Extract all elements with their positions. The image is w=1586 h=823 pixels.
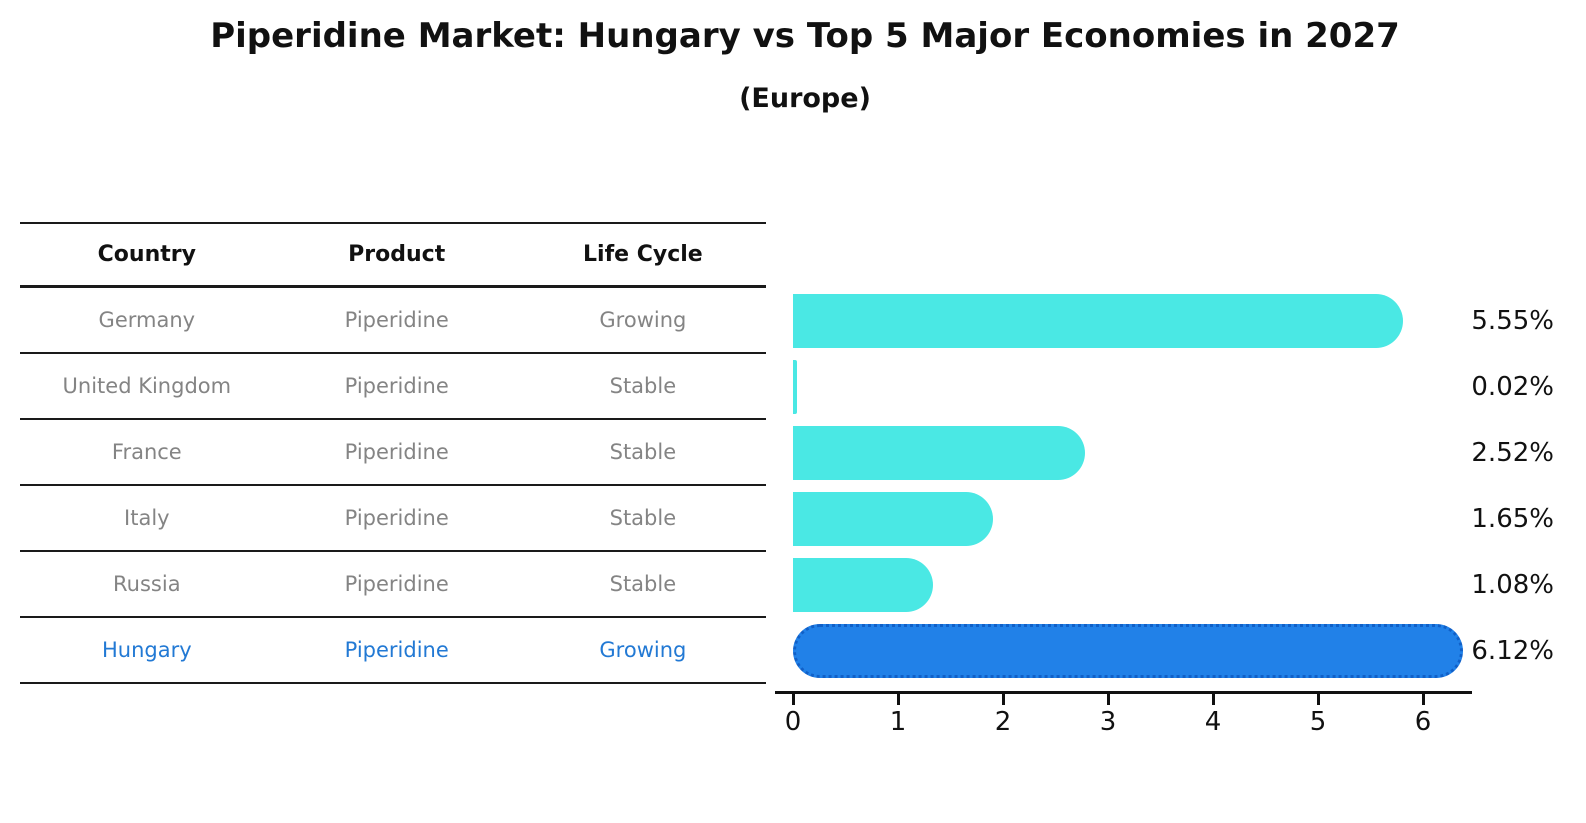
bar-germany	[793, 294, 1403, 348]
bar-row	[793, 486, 1493, 552]
cell-lifecycle: Stable	[609, 506, 677, 530]
bar-row	[793, 420, 1493, 486]
table-row: United Kingdom Piperidine Stable	[20, 354, 766, 420]
table-header-row: Country Product Life Cycle	[20, 222, 766, 288]
cell-product: Piperidine	[344, 440, 449, 464]
x-tick	[1421, 694, 1425, 705]
cell-country: United Kingdom	[62, 374, 232, 398]
cell-product: Piperidine	[344, 638, 449, 662]
header-cell-country: Country	[97, 242, 196, 267]
cell-lifecycle: Stable	[609, 374, 677, 398]
x-tick	[1316, 694, 1320, 705]
header-cell-lifecycle: Life Cycle	[583, 242, 703, 267]
x-tick-label: 0	[784, 707, 802, 737]
cell-country: Hungary	[101, 638, 192, 662]
x-tick-label: 5	[1309, 707, 1327, 737]
cell-country: Russia	[113, 572, 181, 596]
table-row: Russia Piperidine Stable	[20, 552, 766, 618]
cell-product: Piperidine	[344, 572, 449, 596]
bar-chart	[793, 288, 1493, 684]
cell-product: Piperidine	[344, 506, 449, 530]
x-tick-label: 4	[1204, 707, 1222, 737]
x-tick	[896, 694, 900, 705]
x-tick-label: 2	[994, 707, 1012, 737]
bar-united-kingdom	[793, 360, 797, 414]
x-tick	[1211, 694, 1215, 705]
header-cell-product: Product	[348, 242, 446, 267]
x-tick	[791, 694, 795, 705]
table-row: Germany Piperidine Growing	[20, 288, 766, 354]
bar-value-labels: 5.55% 0.02% 2.52% 1.65% 1.08% 6.12%	[1448, 288, 1554, 684]
cell-lifecycle: Stable	[609, 572, 677, 596]
bar-row	[793, 552, 1493, 618]
bar-hungary	[793, 624, 1463, 678]
bar-value-label: 1.08%	[1471, 570, 1554, 600]
cell-country: Germany	[98, 308, 196, 332]
bar-row	[793, 354, 1493, 420]
table-row: France Piperidine Stable	[20, 420, 766, 486]
cell-product: Piperidine	[344, 308, 449, 332]
bar-row	[793, 618, 1493, 684]
x-tick-label: 6	[1414, 707, 1432, 737]
table-row: Hungary Piperidine Growing	[20, 618, 766, 684]
bar-value-label: 2.52%	[1471, 438, 1554, 468]
cell-country: France	[111, 440, 182, 464]
table-body: Germany Piperidine Growing United Kingdo…	[20, 288, 766, 684]
x-tick	[1001, 694, 1005, 705]
bar-row	[793, 288, 1493, 354]
cell-product: Piperidine	[344, 374, 449, 398]
page-title: Piperidine Market: Hungary vs Top 5 Majo…	[210, 16, 1400, 56]
table-row: Italy Piperidine Stable	[20, 486, 766, 552]
cell-country: Italy	[124, 506, 170, 530]
cell-lifecycle: Growing	[599, 638, 687, 662]
x-tick-label: 3	[1099, 707, 1117, 737]
bar-value-label: 1.65%	[1471, 504, 1554, 534]
cell-lifecycle: Growing	[599, 308, 687, 332]
bar-france	[793, 426, 1085, 480]
bar-russia	[793, 558, 934, 612]
cell-lifecycle: Stable	[609, 440, 677, 464]
bar-value-label: 0.02%	[1471, 372, 1554, 402]
bar-value-label: 6.12%	[1471, 636, 1554, 666]
x-tick	[1106, 694, 1110, 705]
x-axis	[775, 691, 1472, 694]
x-tick-label: 1	[889, 707, 907, 737]
bar-italy	[793, 492, 994, 546]
page-subtitle: (Europe)	[739, 83, 871, 114]
data-table: Country Product Life Cycle Germany Piper…	[20, 222, 766, 684]
bar-value-label: 5.55%	[1471, 306, 1554, 336]
